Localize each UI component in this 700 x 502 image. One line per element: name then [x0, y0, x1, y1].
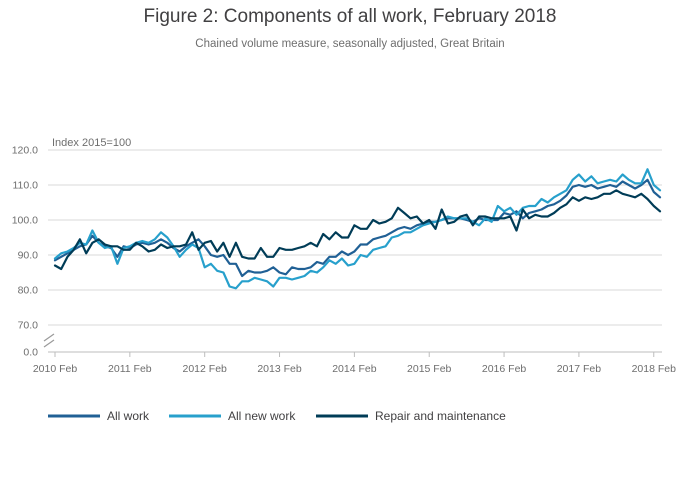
y-tick-label: 120.0	[12, 145, 38, 157]
axes: Index 2015=100 0.0 70.0 80.0 90.0 100.0 110.0…	[12, 137, 676, 375]
gridlines	[48, 149, 662, 353]
chart-title: Figure 2: Components of all work, Februa…	[143, 6, 557, 27]
x-tick-label: 2014 Feb	[332, 363, 377, 375]
series-line-all-new-work	[53, 168, 662, 290]
y-tick-label: 0.0	[23, 347, 38, 359]
x-tick-label: 2012 Feb	[183, 363, 228, 375]
y-tick-label: 100.0	[12, 215, 38, 227]
y-tick-label: 110.0	[13, 180, 39, 192]
x-tick-label: 2013 Feb	[257, 363, 302, 375]
legend-label: Repair and maintenance	[375, 409, 506, 423]
y-tick-label: 90.0	[18, 250, 39, 262]
axis-break-mark	[43, 333, 55, 342]
legend: All work All new work Repair and maintenan…	[48, 409, 506, 423]
x-tick-label: 2011 Feb	[108, 363, 152, 375]
series-line-repair-and-maintenance	[53, 189, 662, 271]
y-tick-label: 70.0	[18, 320, 39, 332]
axis-break-mark	[43, 339, 55, 348]
y-tick-label: 80.0	[18, 285, 39, 297]
x-tick-label: 2015 Feb	[407, 363, 452, 375]
legend-label: All work	[107, 409, 150, 423]
chart-subtitle: Chained volume measure, seasonally adjus…	[195, 38, 505, 50]
x-tick-label: 2016 Feb	[482, 363, 527, 375]
legend-label: All new work	[228, 409, 296, 423]
x-tick-label: 2017 Feb	[557, 363, 602, 375]
series-lines	[53, 168, 662, 290]
y-axis-unit-label: Index 2015=100	[52, 137, 131, 149]
series-line-all-work	[53, 178, 662, 278]
x-tick-label: 2010 Feb	[33, 363, 78, 375]
x-tick-label: 2018 Feb	[632, 363, 677, 375]
